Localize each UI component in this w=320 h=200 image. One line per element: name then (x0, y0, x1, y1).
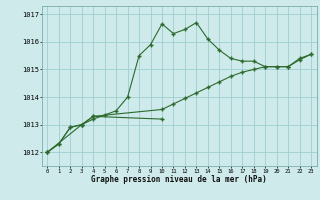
X-axis label: Graphe pression niveau de la mer (hPa): Graphe pression niveau de la mer (hPa) (91, 175, 267, 184)
